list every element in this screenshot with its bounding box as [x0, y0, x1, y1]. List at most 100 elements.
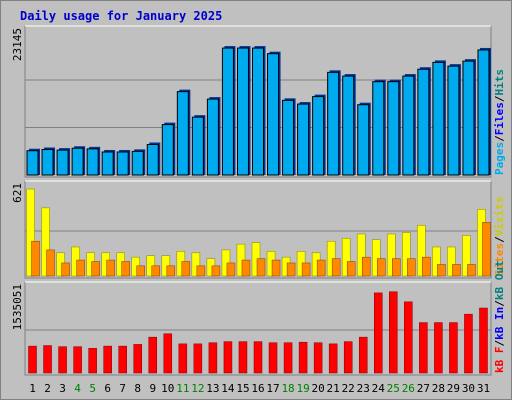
bar-kb	[434, 322, 443, 374]
bar-kb	[253, 341, 263, 374]
y-max-label: 621	[11, 183, 24, 203]
bar-kb	[479, 307, 488, 374]
x-tick-label: 4	[74, 382, 81, 395]
bar-sites	[286, 262, 296, 277]
x-tick-label: 24	[372, 382, 386, 395]
legend-entry: /	[493, 300, 506, 307]
x-tick-label: 9	[149, 382, 156, 395]
bar-pages	[462, 60, 475, 176]
bar-kb	[223, 341, 233, 374]
legend-entry: Files	[493, 102, 506, 135]
bar-pages	[387, 81, 400, 176]
bar-sites	[407, 258, 416, 277]
bar-sites	[452, 264, 461, 277]
x-axis-labels: 1 2 3 4 5 6 7 8 9 10 11 12 13 14 15 16 17 18 19 20 21 22 23 24 2…	[29, 382, 490, 395]
bar-pages	[176, 91, 189, 176]
bar-pages	[236, 47, 249, 176]
bar-visits	[26, 188, 35, 277]
bar-sites	[377, 258, 386, 277]
legend-entry: Sites	[493, 243, 506, 276]
bar-sites	[151, 265, 161, 277]
bar-kb	[389, 291, 398, 374]
bar-kb	[208, 342, 218, 374]
x-tick-label: 3	[59, 382, 66, 395]
bar-kb	[178, 343, 188, 374]
x-tick-label: 26	[402, 382, 415, 395]
bar-sites	[422, 256, 431, 277]
bar-pages	[447, 65, 460, 176]
bar-pages	[252, 47, 264, 176]
x-tick-label: 18	[281, 382, 294, 395]
x-tick-label: 1	[29, 382, 36, 395]
bar-sites	[196, 265, 206, 277]
bar-sites	[226, 262, 236, 277]
x-tick-label: 25	[387, 382, 400, 395]
bar-visits	[402, 232, 411, 277]
x-tick-label: 22	[342, 382, 355, 395]
bar-sites	[136, 265, 145, 277]
x-tick-label: 11	[176, 382, 189, 395]
bar-kb	[28, 345, 37, 374]
panel-legend: kB F/kB In/kB Out	[493, 260, 506, 373]
bar-sites	[437, 264, 446, 277]
legend-entry: kB In	[493, 307, 506, 340]
legend-entry: Hits	[493, 69, 506, 96]
bar-pages	[297, 103, 310, 176]
legend-entry: kB Out	[493, 260, 506, 300]
bar-pages	[327, 71, 340, 176]
bar-visits	[341, 238, 351, 277]
x-tick-label: 19	[296, 382, 309, 395]
x-tick-label: 27	[417, 382, 430, 395]
bar-sites	[121, 261, 130, 277]
bar-kb	[449, 322, 458, 374]
x-tick-label: 23	[357, 382, 370, 395]
bar-kb	[238, 341, 248, 374]
bar-pages	[417, 68, 430, 176]
bar-pages	[282, 99, 295, 176]
legend-entry: Visits	[493, 197, 506, 237]
bar-pages	[432, 61, 445, 176]
bar-pages	[312, 96, 325, 176]
bar-visits	[417, 225, 426, 277]
x-tick-label: 13	[206, 382, 219, 395]
y-max-label: 1535051	[11, 284, 24, 330]
panel-legend: Sites/Visits	[493, 197, 506, 277]
bar-sites	[331, 258, 341, 277]
x-tick-label: 20	[312, 382, 325, 395]
x-tick-label: 14	[221, 382, 235, 395]
bar-visits	[432, 246, 441, 277]
bar-sites	[46, 249, 55, 277]
legend-entry: /	[493, 340, 506, 347]
x-tick-label: 7	[119, 382, 126, 395]
panel-legend: Pages/Files/Hits	[493, 69, 506, 175]
x-tick-label: 28	[432, 382, 445, 395]
bar-visits	[462, 235, 471, 277]
bar-sites	[346, 261, 356, 277]
panel-2: 621 Sites/Visits	[11, 180, 506, 279]
bar-pages	[56, 149, 69, 176]
bar-pages	[267, 53, 280, 176]
legend-entry: /	[493, 236, 506, 243]
bar-sites	[241, 259, 251, 277]
bar-pages	[206, 98, 219, 176]
bar-pages	[402, 75, 415, 176]
bar-sites	[91, 261, 100, 277]
bar-sites	[361, 256, 371, 277]
x-tick-label: 16	[251, 382, 264, 395]
panel-3: 1535051 kB F/kB In/kB Out	[11, 260, 506, 376]
bar-pages	[71, 147, 84, 176]
bar-kb	[88, 348, 97, 374]
x-tick-label: 31	[477, 382, 490, 395]
x-tick-label: 15	[236, 382, 249, 395]
bar-visits	[372, 239, 381, 277]
x-tick-label: 6	[104, 382, 111, 395]
bar-kb	[103, 345, 112, 374]
bar-sites	[211, 265, 221, 277]
bar-sites	[301, 262, 311, 277]
bar-sites	[316, 259, 326, 277]
bar-kb	[193, 343, 203, 374]
bar-sites	[467, 264, 476, 277]
bar-sites	[76, 259, 85, 277]
bar-pages	[86, 148, 99, 176]
bar-kb	[464, 313, 473, 374]
